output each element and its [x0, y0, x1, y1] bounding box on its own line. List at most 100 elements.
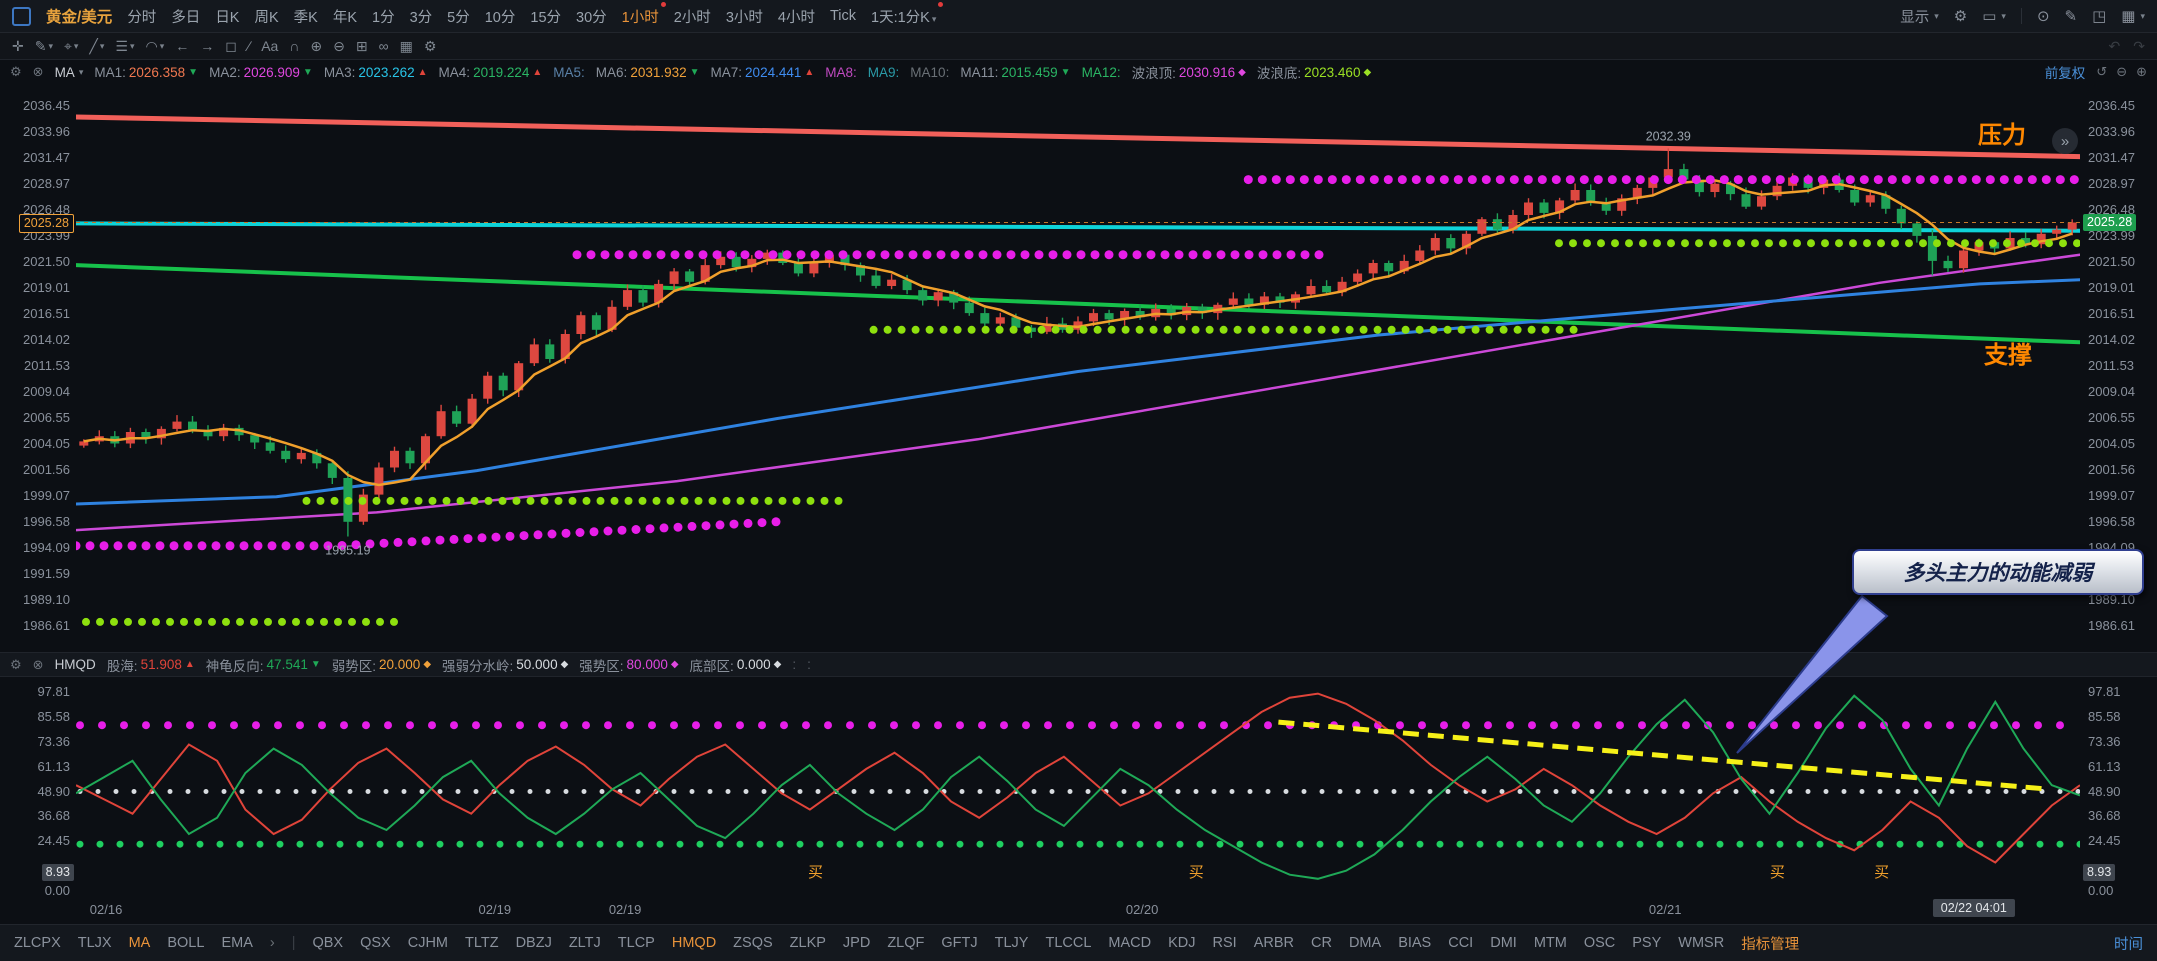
- zoom-out-tool[interactable]: ⊖: [333, 37, 345, 54]
- timeframe-分时[interactable]: 分时: [127, 9, 157, 26]
- copy-tool[interactable]: ⊞: [355, 37, 368, 54]
- timeframe-4小时[interactable]: 4小时: [777, 9, 815, 26]
- trendline-tool[interactable]: ╱ ▾: [89, 37, 105, 54]
- layout-grid-icon[interactable]: ▦ ▾: [2121, 8, 2145, 25]
- timeframe-2小时[interactable]: 2小时: [673, 9, 711, 26]
- tab-PSY[interactable]: PSY: [1632, 935, 1662, 951]
- tab-QSX[interactable]: QSX: [360, 935, 391, 951]
- tab-›[interactable]: ›: [269, 935, 275, 951]
- settings-gear-icon[interactable]: ⚙: [10, 656, 22, 672]
- timeframe-1天:1分K[interactable]: 1天:1分K ▾: [871, 1, 944, 27]
- tab-CCI[interactable]: CCI: [1448, 935, 1474, 951]
- tab-time[interactable]: 时间: [2114, 936, 2143, 953]
- hmqd-indicator-canvas[interactable]: 买买买买: [76, 677, 2080, 896]
- timeframe-3小时[interactable]: 3小时: [725, 9, 763, 26]
- magnet-tool[interactable]: ∩: [289, 38, 300, 54]
- tab-ARBR[interactable]: ARBR: [1253, 935, 1294, 951]
- tab-BIAS[interactable]: BIAS: [1398, 935, 1432, 951]
- draw-settings-icon[interactable]: ⚙: [423, 37, 437, 54]
- tab-TLJY[interactable]: TLJY: [994, 935, 1029, 951]
- tab-QBX[interactable]: QBX: [312, 935, 344, 951]
- tab-CR[interactable]: CR: [1311, 935, 1332, 951]
- redo-icon[interactable]: ↷: [2133, 37, 2145, 54]
- close-indicator-icon[interactable]: ⊗: [32, 656, 44, 672]
- settings-gear-icon[interactable]: ⚙: [10, 64, 22, 79]
- fullscreen-icon[interactable]: ◳: [2092, 8, 2107, 25]
- comment-tool[interactable]: ◻: [225, 37, 237, 54]
- tab-HMQD[interactable]: HMQD: [671, 935, 717, 951]
- link-tool[interactable]: ∞: [378, 38, 389, 54]
- tab-BOLL[interactable]: BOLL: [167, 935, 205, 951]
- timeframe-年K[interactable]: 年K: [332, 9, 357, 26]
- edit-icon[interactable]: ✎: [2064, 8, 2078, 25]
- tab-MTM[interactable]: MTM: [1533, 935, 1567, 951]
- annotation-callout[interactable]: 多头主力的动能减弱: [1852, 549, 2144, 595]
- arc-tool[interactable]: ◠ ▾: [145, 37, 165, 54]
- tab-ZLKP[interactable]: ZLKP: [789, 935, 826, 951]
- tab-ZLTJ[interactable]: ZLTJ: [568, 935, 601, 951]
- expand-pane-icon[interactable]: ⊕: [2136, 64, 2147, 79]
- timeframe-多日[interactable]: 多日: [171, 9, 201, 26]
- tab-DMI[interactable]: DMI: [1490, 935, 1517, 951]
- tab-MACD[interactable]: MACD: [1108, 935, 1152, 951]
- symbol-name[interactable]: 黄金/美元: [46, 9, 113, 26]
- tab-MA[interactable]: MA: [128, 935, 151, 951]
- app-logo-icon[interactable]: [12, 6, 31, 26]
- tab-DMA[interactable]: DMA: [1348, 935, 1382, 951]
- parallel-lines-tool[interactable]: ☰ ▾: [115, 37, 135, 54]
- tab-TLCCL[interactable]: TLCCL: [1045, 935, 1092, 951]
- tab-JPD[interactable]: JPD: [842, 935, 871, 951]
- camera-icon[interactable]: ⊙: [2036, 8, 2050, 25]
- display-menu[interactable]: 显示 ▾: [1900, 9, 1939, 26]
- tab-TLCP[interactable]: TLCP: [617, 935, 655, 951]
- tab-ZLQF[interactable]: ZLQF: [887, 935, 925, 951]
- tab-指标管理[interactable]: 指标管理: [1741, 936, 1800, 953]
- tab-CJHM[interactable]: CJHM: [407, 935, 449, 951]
- arrow-right-tool[interactable]: →: [200, 38, 215, 54]
- text-tool[interactable]: Aa: [261, 38, 279, 54]
- zoom-in-tool[interactable]: ⊕: [310, 37, 323, 54]
- tab-EMA[interactable]: EMA: [221, 935, 253, 951]
- timeframe-3分[interactable]: 3分: [409, 9, 433, 26]
- arrow-left-tool[interactable]: ←: [175, 38, 190, 54]
- tab-KDJ[interactable]: KDJ: [1168, 935, 1196, 951]
- undo-icon[interactable]: ↶: [2108, 37, 2121, 54]
- timeframe-15分[interactable]: 15分: [530, 9, 562, 26]
- tab-RSI[interactable]: RSI: [1212, 935, 1237, 951]
- adjust-mode-button[interactable]: 前复权: [2044, 66, 2086, 81]
- timeframe-季K[interactable]: 季K: [293, 9, 318, 26]
- pencil-tool[interactable]: ✎ ▾: [34, 37, 53, 54]
- timeframe-5分[interactable]: 5分: [447, 9, 470, 26]
- timeframe-周K[interactable]: 周K: [254, 9, 279, 26]
- tab-GFTJ[interactable]: GFTJ: [941, 935, 978, 951]
- panel-tool[interactable]: ▦: [399, 37, 413, 54]
- tab-OSC[interactable]: OSC: [1583, 935, 1616, 951]
- indicator-selector[interactable]: MA ▾: [54, 64, 84, 80]
- field-separator: :: [807, 657, 811, 672]
- ray-tool[interactable]: ∕: [247, 38, 251, 54]
- collapse-panel-button[interactable]: »: [2052, 128, 2078, 154]
- hmqd-field-股海: 股海: 51.908 ▲: [106, 657, 195, 674]
- timeframe-1分[interactable]: 1分: [372, 9, 395, 26]
- tab-TLJX[interactable]: TLJX: [77, 935, 112, 951]
- main-price-chart-canvas[interactable]: 2032.39 1995.19: [76, 84, 2080, 652]
- timeframe-30分[interactable]: 30分: [576, 9, 607, 26]
- timeframe-Tick[interactable]: Tick: [829, 8, 857, 24]
- y-axis-label: 24.45: [37, 833, 70, 849]
- tab-TLTZ[interactable]: TLTZ: [465, 935, 499, 951]
- timeframe-10分[interactable]: 10分: [484, 9, 516, 26]
- tab-ZSQS[interactable]: ZSQS: [733, 935, 773, 951]
- pointer-tool[interactable]: ⌖ ▾: [64, 37, 79, 54]
- timeframe-日K[interactable]: 日K: [215, 9, 240, 26]
- collapse-pane-icon[interactable]: ⊖: [2116, 64, 2128, 79]
- indicator-name[interactable]: HMQD: [54, 657, 96, 672]
- tab-WMSR[interactable]: WMSR: [1678, 935, 1725, 951]
- tab-ZLCPX[interactable]: ZLCPX: [14, 935, 61, 951]
- crosshair-tool[interactable]: ✛: [12, 37, 24, 54]
- monitor-icon[interactable]: ▭ ▾: [1982, 8, 2006, 25]
- close-indicator-icon[interactable]: ⊗: [32, 64, 44, 79]
- restore-icon[interactable]: ↺: [2096, 64, 2108, 79]
- timeframe-1小时[interactable]: 1小时: [622, 1, 666, 27]
- tab-DBZJ[interactable]: DBZJ: [515, 935, 552, 951]
- settings-gear-icon[interactable]: ⚙: [1953, 8, 1968, 25]
